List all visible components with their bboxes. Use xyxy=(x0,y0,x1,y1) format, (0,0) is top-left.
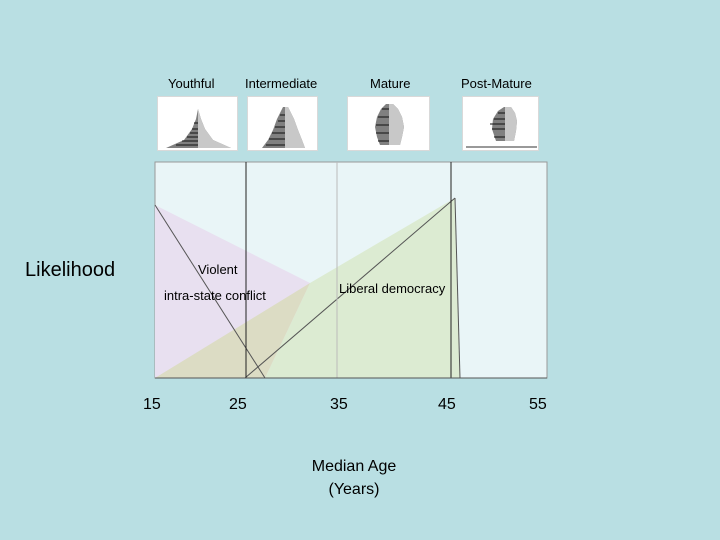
x-tick-15: 15 xyxy=(143,396,161,413)
democracy-boundary-line xyxy=(244,197,456,379)
democracy-region xyxy=(265,198,460,378)
democracy-right-edge xyxy=(454,197,461,379)
x-tick-45: 45 xyxy=(438,396,456,413)
intermediate-pyramid-image xyxy=(247,96,318,151)
stage-label-post-mature: Post-Mature xyxy=(461,76,532,91)
stage-label-youthful: Youthful xyxy=(168,76,215,91)
stage-label-intermediate: Intermediate xyxy=(245,76,318,91)
democracy-label: Liberal democracy xyxy=(339,281,446,296)
x-tick-55: 55 xyxy=(529,396,547,413)
conflict-label-line1: Violent xyxy=(198,262,238,277)
y-axis-label: Likelihood xyxy=(25,259,116,281)
x-axis-title-line2: (Years) xyxy=(328,481,380,498)
mature-pyramid-image xyxy=(347,96,430,151)
stage-label-mature: Mature xyxy=(370,76,411,91)
youthful-pyramid-image xyxy=(157,96,238,151)
overlap-region xyxy=(155,283,310,378)
conflict-boundary-line xyxy=(154,204,266,379)
x-axis-title: Median Age (Years) xyxy=(284,455,424,501)
x-tick-35: 35 xyxy=(330,396,348,413)
post-mature-pyramid-image xyxy=(462,96,539,151)
x-axis-title-line1: Median Age xyxy=(311,458,397,475)
x-tick-25: 25 xyxy=(229,396,247,413)
conflict-label-line2: intra-state conflict xyxy=(164,288,266,303)
